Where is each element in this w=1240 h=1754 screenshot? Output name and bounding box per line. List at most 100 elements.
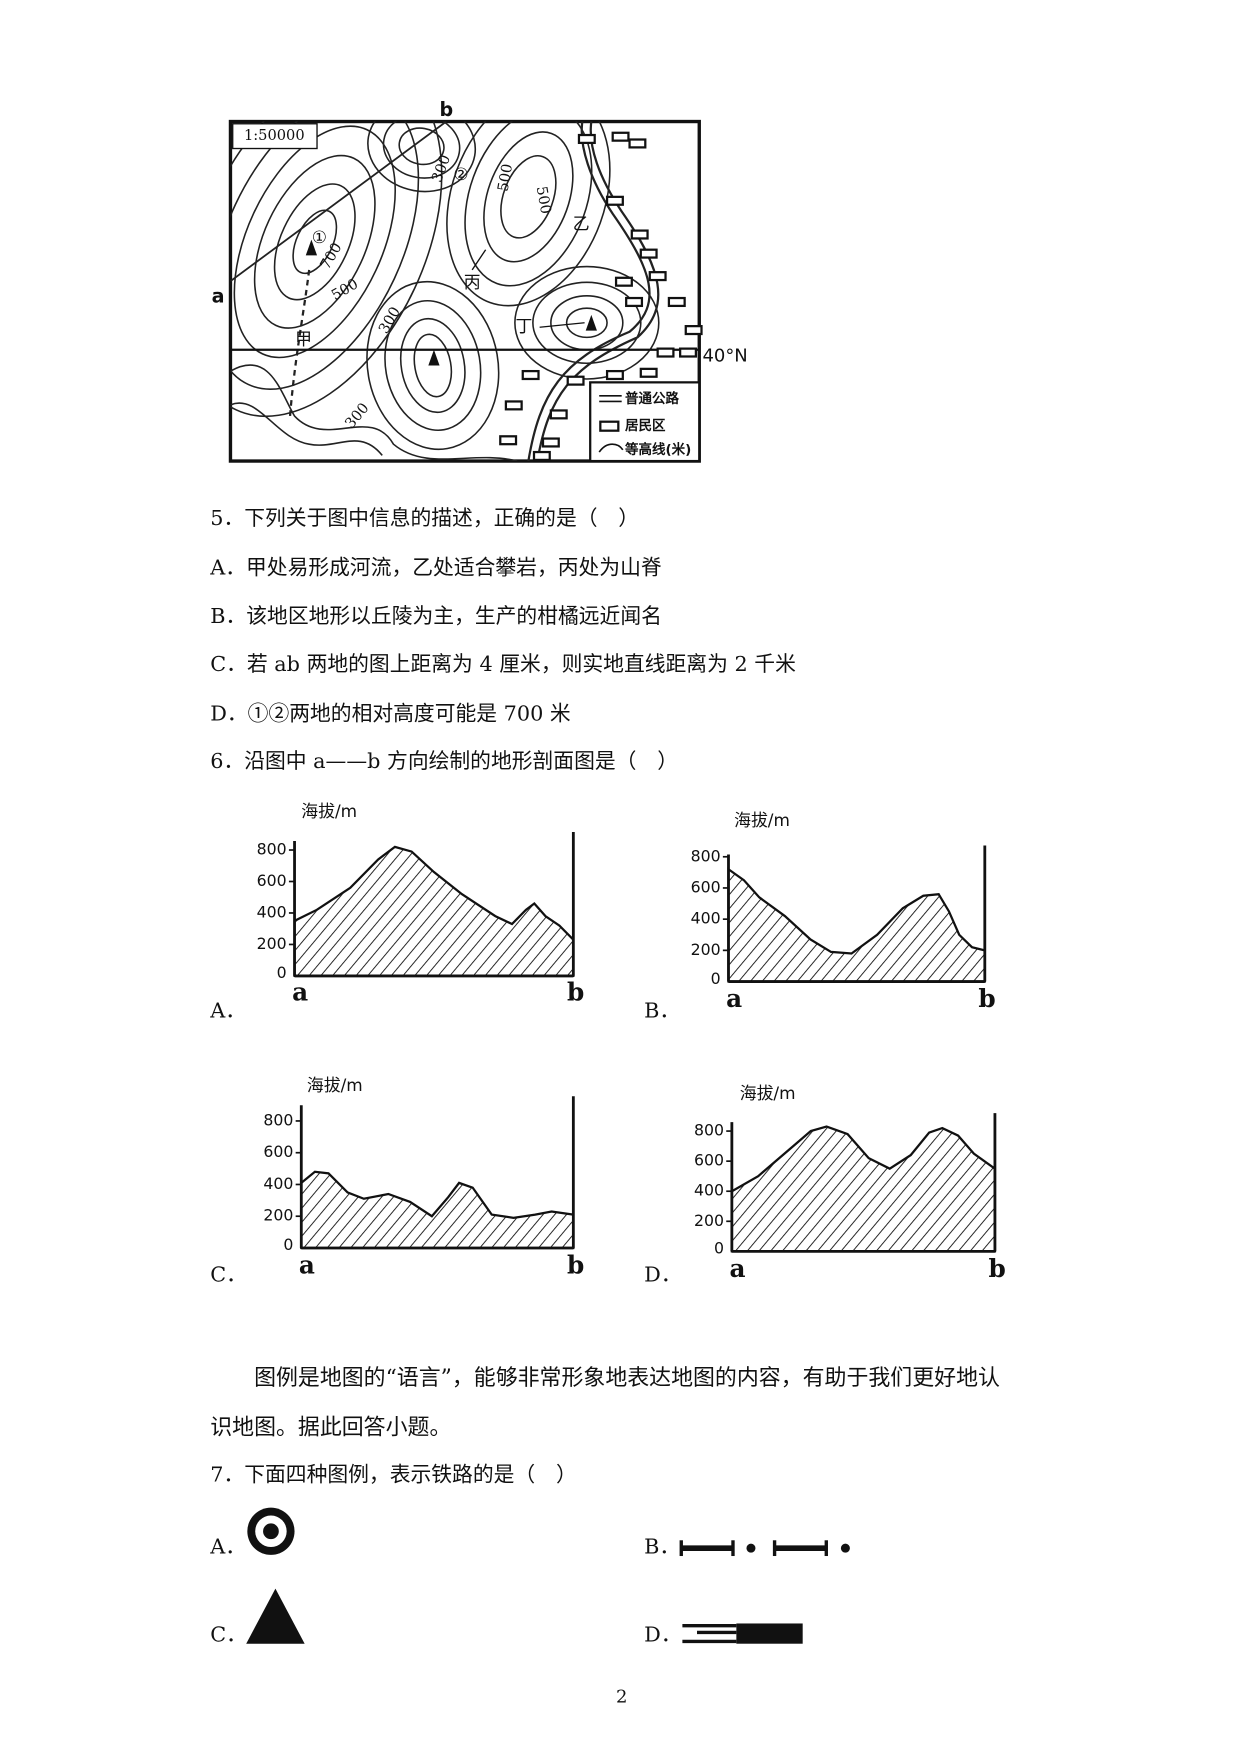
residential-area [648, 271, 667, 282]
y-tick-label: 600 [257, 871, 287, 890]
option-label: C． [210, 1622, 247, 1646]
passage-box: 图例是地图的“语言”，能够非常形象地表达地图的内容，有助于我们更好地认识地图。据… [210, 1365, 1000, 1440]
contour-line [565, 307, 608, 339]
contour-label: 300 [429, 153, 455, 185]
y-tick-label: 400 [263, 1174, 293, 1193]
contour-line [413, 333, 453, 398]
y-tick-label: 200 [694, 1211, 724, 1230]
contours [230, 121, 660, 462]
residential-area [611, 131, 630, 142]
y-tick-label: 0 [277, 963, 287, 982]
option-label: A． [209, 1535, 246, 1559]
y-tick-label: 400 [691, 909, 721, 928]
place-label: 丁 [515, 316, 532, 336]
y-axis-label: 海拔/m [734, 810, 790, 830]
question-stem: 7．下面四种图例，表示铁路的是（ ） [210, 1463, 577, 1487]
question-stem: 5．下列关于图中信息的描述，正确的是（ ） [210, 506, 639, 530]
symbol-dot [840, 1543, 850, 1553]
option-label: C． [210, 1263, 247, 1287]
point-label: a [212, 284, 225, 307]
point-label: b [439, 98, 453, 121]
contour-line [446, 121, 611, 307]
topographic-map [228, 119, 703, 463]
y-tick-label: 200 [691, 940, 721, 959]
option-label: B． [644, 1535, 680, 1559]
y-tick-label: 200 [263, 1206, 293, 1225]
legend-residential [599, 420, 620, 432]
contour-line [384, 299, 482, 432]
residential-area [628, 138, 647, 149]
residential-area [499, 435, 518, 446]
pointer [539, 322, 585, 328]
residential-area [684, 325, 703, 336]
symbol-circle [263, 1523, 279, 1540]
profile-start: a [299, 1251, 315, 1280]
residential-area [639, 248, 658, 259]
latitude-label: 40°N [702, 345, 747, 366]
contour-label: 500 [495, 162, 517, 192]
road [536, 121, 660, 462]
place-label: 乙 [573, 213, 590, 233]
contour-line [550, 294, 624, 351]
map-scale: 1:50000 [244, 127, 305, 144]
contour-line [230, 364, 518, 462]
question-stem: 6．沿图中 a——b 方向绘制的地形剖面图是（ ） [210, 749, 678, 773]
scale-box [232, 123, 318, 150]
y-axis-label: 海拔/m [301, 801, 357, 821]
option-text: B．该地区地形以丘陵为主，生产的柑橘远近闻名 [210, 604, 662, 628]
option-label: B． [644, 998, 680, 1022]
y-tick-label: 400 [694, 1181, 724, 1200]
contour-line [500, 155, 557, 239]
contour-line [382, 121, 461, 179]
profile-end: b [978, 984, 995, 1013]
y-tick-label: 600 [691, 877, 721, 896]
place-label: ② [453, 164, 468, 184]
residential-area [639, 367, 658, 378]
residential-area [625, 296, 644, 308]
residential-area [532, 450, 551, 462]
contour-line [273, 183, 356, 301]
profile-chart: 0 200 400 600 800 海拔/m a b B． [644, 810, 996, 1023]
residential-area [541, 437, 560, 448]
contour-line [292, 209, 338, 275]
profile-end: b [567, 977, 584, 1006]
legend-label: 等高线(米) [625, 441, 691, 458]
contour-label: 500 [533, 185, 555, 215]
profile-start: a [726, 984, 742, 1013]
contour-label: 500 [329, 275, 362, 304]
peak-symbol [428, 349, 440, 366]
y-tick-label: 0 [711, 969, 721, 988]
profile-line [230, 121, 447, 282]
contour-line [230, 121, 443, 418]
profile-start: a [292, 977, 308, 1006]
page-number: 2 [616, 1687, 627, 1708]
legend-label: 普通公路 [625, 390, 679, 407]
residential-area [605, 195, 624, 206]
y-tick-label: 800 [694, 1121, 724, 1140]
pointer [471, 249, 487, 271]
profile-chart: 0 200 400 600 800 海拔/m a b D． [644, 1083, 1006, 1287]
residential-area [667, 296, 686, 308]
option-label: D． [644, 1263, 681, 1287]
residential-area [549, 409, 568, 420]
option-text: D．①②两地的相对高度可能是 700 米 [210, 702, 571, 726]
contour-line [230, 121, 420, 390]
place-label: ① [312, 227, 327, 247]
contour-line [366, 280, 500, 451]
residential-area [605, 369, 624, 381]
y-tick-label: 800 [263, 1110, 293, 1129]
profile-end: b [567, 1251, 584, 1280]
contour-line [253, 154, 376, 329]
residential-area [679, 347, 698, 358]
residential-area [566, 375, 585, 386]
y-axis-label: 海拔/m [307, 1075, 363, 1095]
road [527, 121, 651, 462]
place-label: 丙 [464, 272, 481, 292]
terrain-profile [730, 1125, 997, 1253]
residential-area [614, 276, 633, 287]
y-tick-label: 400 [257, 902, 287, 921]
y-tick-label: 200 [257, 934, 287, 953]
profile-chart: 0 200 400 600 800 海拔/m a b A． [209, 801, 584, 1023]
option-label: D． [644, 1622, 681, 1646]
